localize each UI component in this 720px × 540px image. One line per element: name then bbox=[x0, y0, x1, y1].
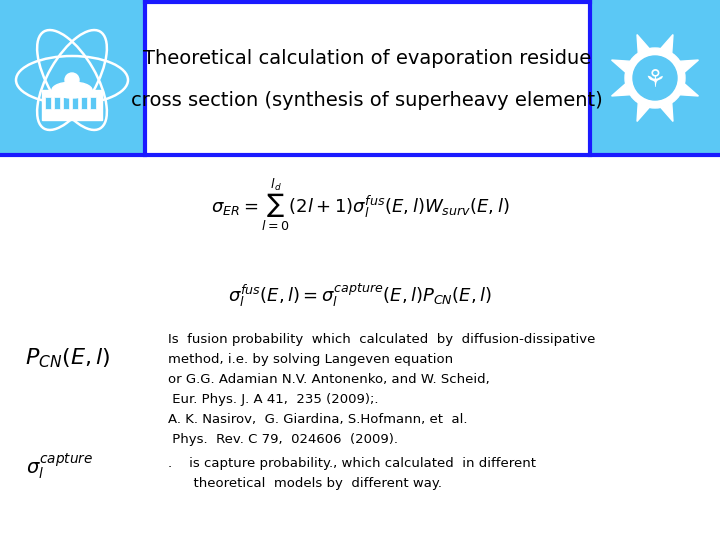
Polygon shape bbox=[680, 84, 698, 96]
Text: Eur. Phys. J. A 41,  235 (2009);.: Eur. Phys. J. A 41, 235 (2009);. bbox=[168, 394, 379, 407]
Polygon shape bbox=[680, 60, 698, 72]
Polygon shape bbox=[637, 35, 649, 53]
FancyBboxPatch shape bbox=[45, 97, 51, 109]
Text: Theoretical calculation of evaporation residue: Theoretical calculation of evaporation r… bbox=[143, 49, 591, 68]
Text: .    is capture probability., which calculated  in different: . is capture probability., which calcula… bbox=[168, 456, 536, 469]
Text: theoretical  models by  different way.: theoretical models by different way. bbox=[168, 476, 442, 489]
FancyBboxPatch shape bbox=[90, 97, 96, 109]
Text: Is  fusion probability  which  calculated  by  diffusion-dissipative: Is fusion probability which calculated b… bbox=[168, 334, 595, 347]
FancyBboxPatch shape bbox=[145, 0, 590, 155]
FancyBboxPatch shape bbox=[590, 0, 720, 155]
FancyBboxPatch shape bbox=[63, 97, 69, 109]
Text: A. K. Nasirov,  G. Giardina, S.Hofmann, et  al.: A. K. Nasirov, G. Giardina, S.Hofmann, e… bbox=[168, 414, 467, 427]
Circle shape bbox=[625, 48, 685, 108]
Circle shape bbox=[65, 73, 79, 87]
Text: ⚘: ⚘ bbox=[644, 68, 666, 92]
FancyBboxPatch shape bbox=[42, 90, 102, 120]
Text: $\sigma_l^{capture}$: $\sigma_l^{capture}$ bbox=[27, 451, 94, 481]
Text: $\sigma_{ER} = \sum_{l=0}^{l_d}(2l+1)\sigma_l^{fus}(E,l)W_{surv}(E,l)$: $\sigma_{ER} = \sum_{l=0}^{l_d}(2l+1)\si… bbox=[211, 177, 509, 233]
Text: method, i.e. by solving Langeven equation: method, i.e. by solving Langeven equatio… bbox=[168, 354, 453, 367]
FancyBboxPatch shape bbox=[54, 97, 60, 109]
FancyBboxPatch shape bbox=[0, 0, 145, 155]
Polygon shape bbox=[611, 84, 630, 96]
Polygon shape bbox=[637, 103, 649, 122]
FancyBboxPatch shape bbox=[72, 97, 78, 109]
Polygon shape bbox=[661, 35, 673, 53]
Ellipse shape bbox=[52, 82, 92, 98]
Polygon shape bbox=[661, 103, 673, 122]
Text: $P_{CN}(E,l)$: $P_{CN}(E,l)$ bbox=[25, 346, 111, 370]
FancyBboxPatch shape bbox=[81, 97, 87, 109]
Text: or G.G. Adamian N.V. Antonenko, and W. Scheid,: or G.G. Adamian N.V. Antonenko, and W. S… bbox=[168, 374, 490, 387]
Text: Phys.  Rev. C 79,  024606  (2009).: Phys. Rev. C 79, 024606 (2009). bbox=[168, 434, 398, 447]
Text: cross section (synthesis of superheavy element): cross section (synthesis of superheavy e… bbox=[131, 91, 603, 110]
Text: $\sigma_l^{fus}(E,l) = \sigma_l^{capture}(E,l)P_{CN}(E,l)$: $\sigma_l^{fus}(E,l) = \sigma_l^{capture… bbox=[228, 281, 492, 309]
Polygon shape bbox=[611, 60, 630, 72]
Circle shape bbox=[633, 56, 677, 100]
